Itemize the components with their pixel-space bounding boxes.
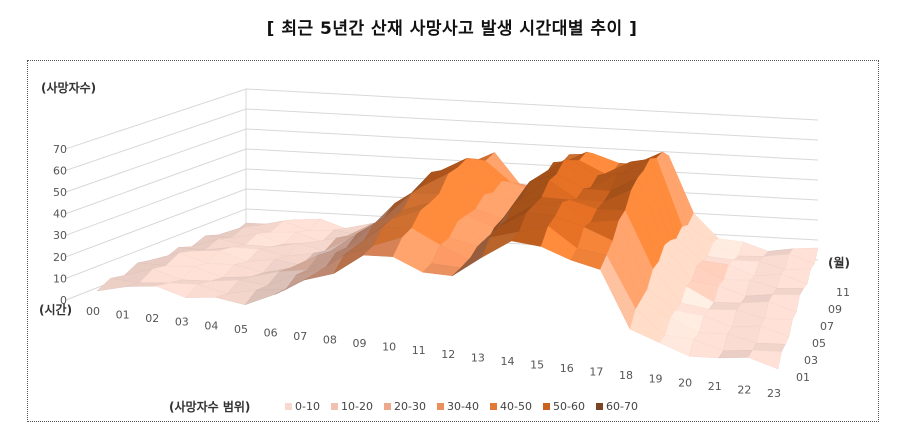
legend-swatch <box>490 403 497 410</box>
legend-label: 60-70 <box>606 400 638 413</box>
z-tick-label: 10 <box>53 272 67 285</box>
surface-cell <box>748 350 782 370</box>
x-tick-label: 17 <box>589 366 603 379</box>
legend-label: 0-10 <box>295 400 320 413</box>
legend: (사망자수 범위) 0-10 10-20 20-30 30-40 40-50 50-60 60… <box>169 399 638 414</box>
legend-swatch <box>285 403 292 410</box>
z-tick-label: 0 <box>60 294 67 307</box>
x-tick-label: 01 <box>116 309 130 322</box>
x-tick-label: 23 <box>767 387 781 400</box>
x-tick-label: 22 <box>737 383 751 396</box>
x-tick-label: 19 <box>649 373 663 386</box>
surface-cell <box>738 241 769 257</box>
z-tick-label: 20 <box>53 251 67 264</box>
z-tick-label: 30 <box>53 229 67 242</box>
legend-label: 10-20 <box>341 400 373 413</box>
y-tick-label: 05 <box>812 337 826 350</box>
y-tick-label: 07 <box>820 320 834 333</box>
legend-label: 40-50 <box>500 400 532 413</box>
legend-title: (사망자수 범위) <box>169 399 250 414</box>
y-tick-label: 09 <box>828 303 842 316</box>
z-axis-title: (사망자수) <box>41 80 96 95</box>
surface-cell <box>718 350 753 359</box>
legend-label: 20-30 <box>394 400 426 413</box>
x-tick-label: 12 <box>441 348 455 361</box>
legend-label: 30-40 <box>447 400 479 413</box>
x-tick-label: 10 <box>382 341 396 354</box>
x-tick-label: 20 <box>678 376 692 389</box>
x-axis-title: (시간) <box>39 302 72 317</box>
x-tick-label: 06 <box>264 326 278 339</box>
legend-swatch <box>384 403 391 410</box>
z-tick-label: 50 <box>53 186 67 199</box>
legend-swatch <box>596 403 603 410</box>
y-tick-label: 01 <box>796 371 810 384</box>
chart-frame <box>27 60 879 422</box>
surface-mesh <box>96 151 819 370</box>
chart-title: [ 최근 5년간 산재 사망사고 발생 시간대별 추이 ] <box>266 19 638 39</box>
x-tick-label: 21 <box>708 380 722 393</box>
x-tick-label: 07 <box>293 330 307 343</box>
y-tick-label: 03 <box>804 354 818 367</box>
x-tick-label: 08 <box>323 334 337 347</box>
x-tick-label: 13 <box>471 351 485 364</box>
legend-swatch <box>437 403 444 410</box>
z-tick-label: 60 <box>53 164 67 177</box>
surface-cell <box>708 302 742 311</box>
x-tick-label: 09 <box>352 337 366 350</box>
x-tick-label: 04 <box>204 319 218 332</box>
legend-label: 50-60 <box>553 400 585 413</box>
y-axis-title: (월) <box>828 255 850 270</box>
x-tick-label: 11 <box>412 344 426 357</box>
x-tick-label: 14 <box>501 355 515 368</box>
legend-swatch <box>331 403 338 410</box>
x-tick-label: 00 <box>86 305 100 318</box>
y-tick-label: 11 <box>836 286 850 299</box>
x-tick-label: 02 <box>145 312 159 325</box>
z-tick-label: 70 <box>53 143 67 156</box>
x-tick-label: 18 <box>619 369 633 382</box>
z-tick-label: 40 <box>53 208 67 221</box>
x-tick-label: 15 <box>530 358 544 371</box>
x-tick-label: 16 <box>560 362 574 375</box>
x-tick-label: 05 <box>234 323 248 336</box>
x-tick-label: 03 <box>175 316 189 329</box>
legend-swatch <box>543 403 550 410</box>
surface-cell <box>772 288 804 296</box>
